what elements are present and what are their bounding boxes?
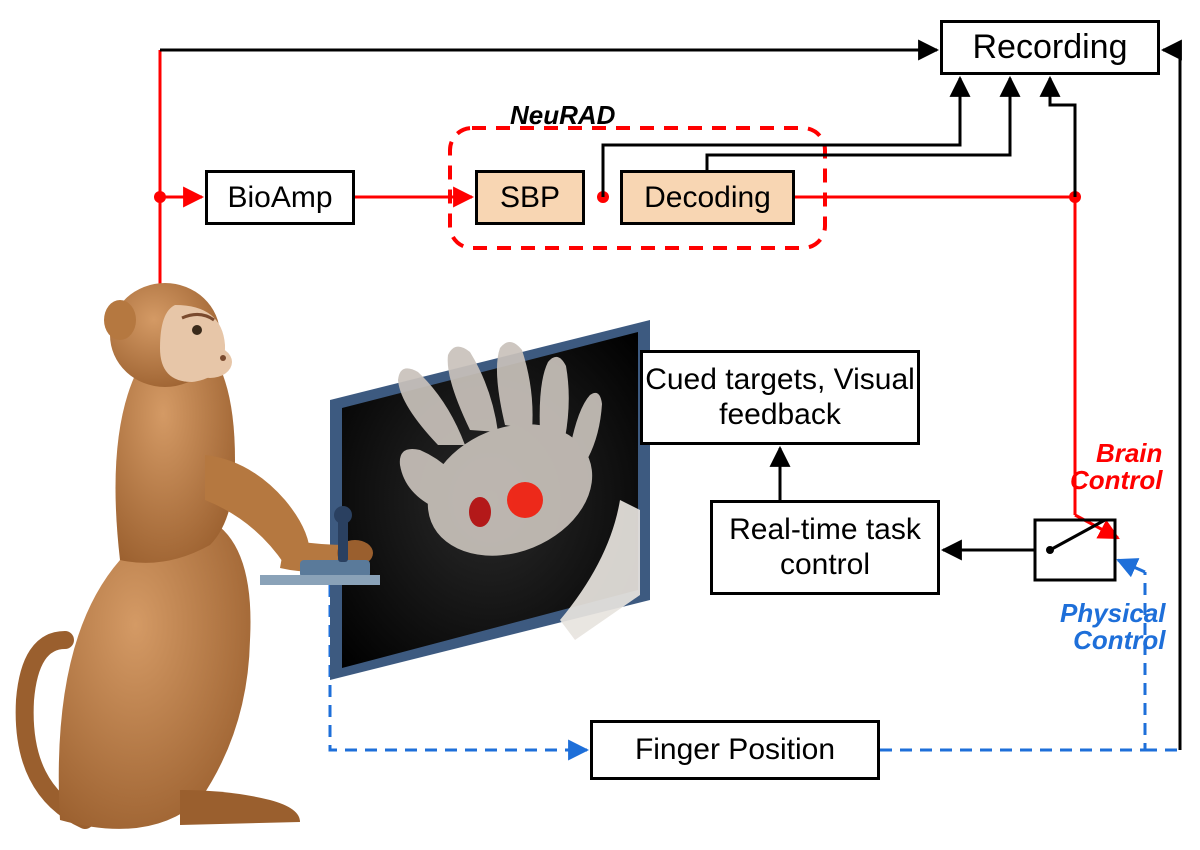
realtime-box: Real-time task control: [710, 500, 940, 595]
recording-label: Recording: [973, 28, 1128, 67]
bioamp-label: BioAmp: [227, 181, 332, 215]
decoding-label: Decoding: [644, 181, 771, 215]
junction-dot-2: [597, 191, 609, 203]
edge-right-rec: [1050, 78, 1075, 197]
physical-control-label: Physical Control: [1060, 600, 1166, 655]
electrode-dot: [149, 319, 171, 341]
switch-pivot: [1046, 546, 1054, 554]
edge-into-switch-top: [1075, 515, 1118, 538]
finger-label: Finger Position: [635, 733, 835, 767]
cued-box: Cued targets, Visual feedback: [640, 350, 920, 445]
junction-dot-3: [1069, 191, 1081, 203]
decoding-box: Decoding: [620, 170, 795, 225]
recording-box: Recording: [940, 20, 1160, 75]
junction-dot-1: [154, 191, 166, 203]
edge-into-switch-bottom: [1118, 560, 1145, 572]
manipulandum-dot: [321, 556, 339, 574]
realtime-label: Real-time task control: [713, 513, 937, 582]
cued-label: Cued targets, Visual feedback: [643, 363, 917, 432]
sbp-label: SBP: [500, 181, 560, 215]
switch-box: [1035, 520, 1115, 580]
edge-hand-finger: [330, 565, 587, 750]
finger-box: Finger Position: [590, 720, 880, 780]
switch-lever: [1050, 520, 1105, 550]
diagram-canvas: Recording BioAmp SBP Decoding Cued targe…: [0, 0, 1200, 850]
monkey-illustration: [25, 283, 380, 829]
sbp-box: SBP: [475, 170, 585, 225]
bioamp-box: BioAmp: [205, 170, 355, 225]
feedback-screen: [330, 320, 650, 680]
brain-control-label: Brain Control: [1070, 440, 1162, 495]
edge-decoding-rec: [707, 78, 1010, 170]
neurad-label: NeuRAD: [510, 100, 615, 131]
